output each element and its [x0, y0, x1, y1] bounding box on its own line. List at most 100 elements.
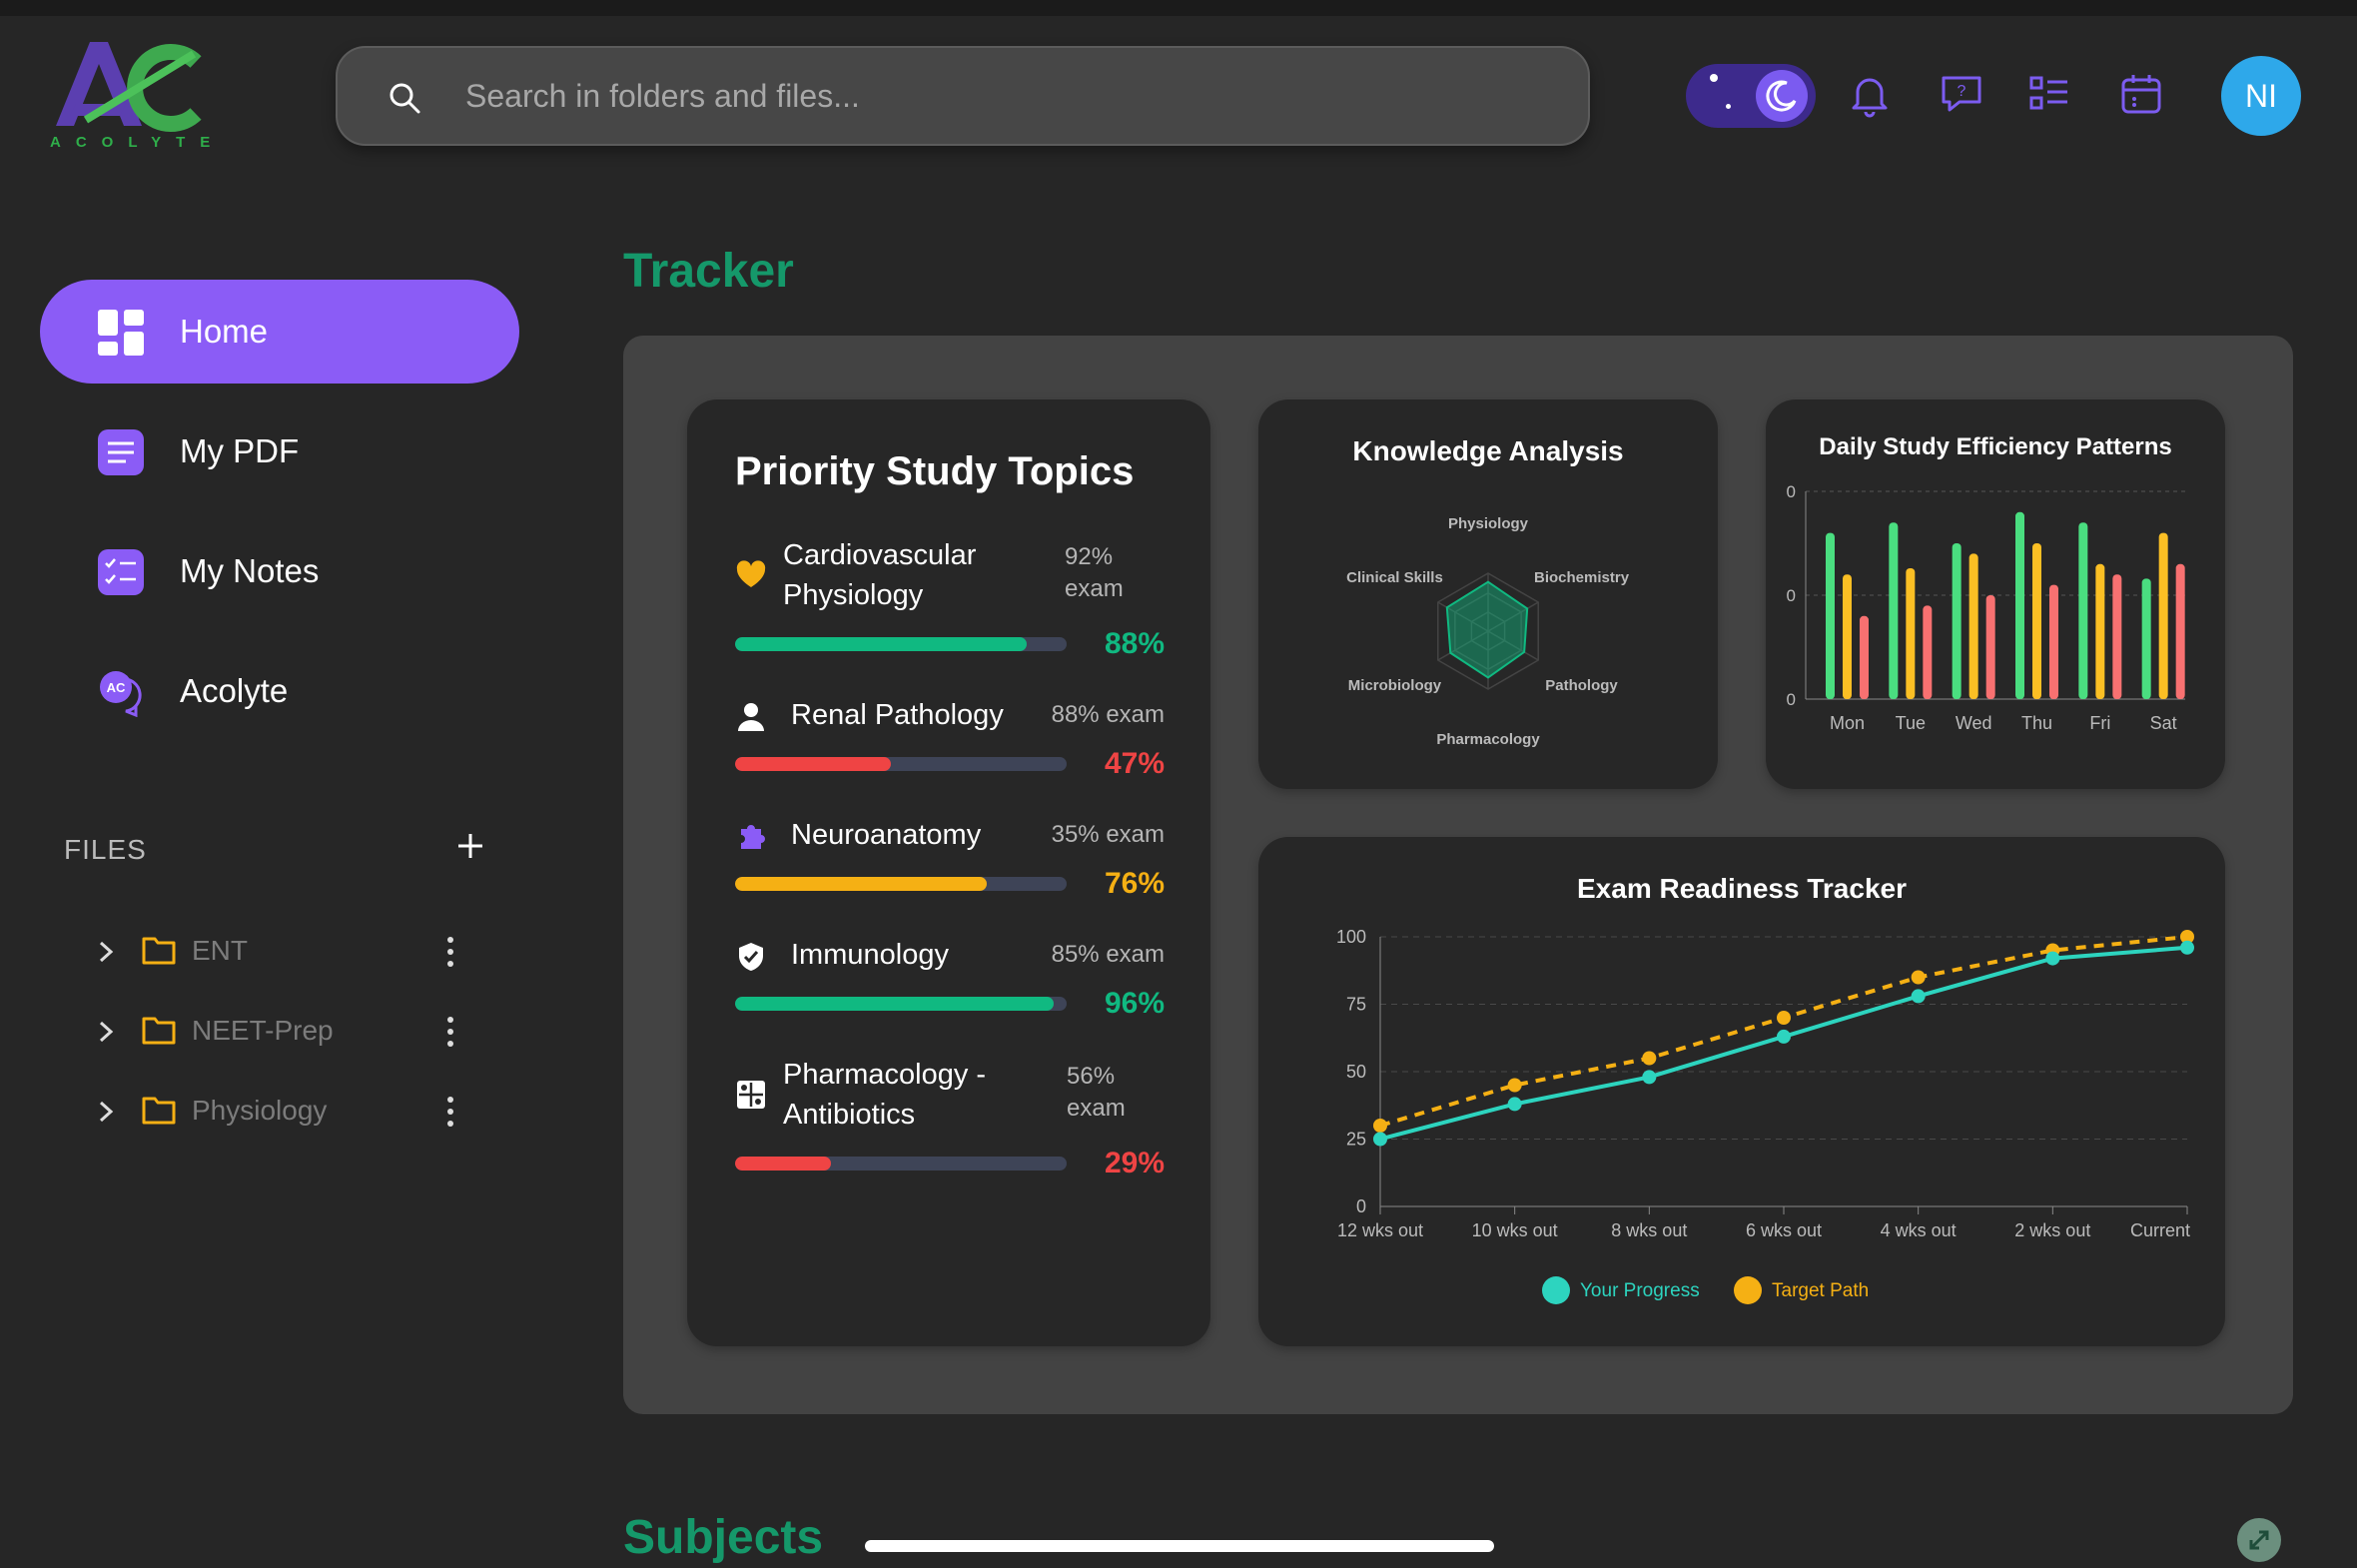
line-x-tick-label: Current — [2130, 1220, 2190, 1240]
bar — [1889, 522, 1899, 699]
expand-icon — [2249, 1530, 2269, 1550]
radar-axis-label: Biochemistry — [1534, 569, 1630, 586]
shield-check-icon — [739, 943, 763, 971]
theme-knob — [1756, 70, 1808, 122]
line-x-tick-label: 4 wks out — [1881, 1220, 1957, 1240]
tracker-title: Tracker — [623, 245, 794, 298]
your-progress-point — [1777, 1029, 1791, 1044]
folder-name: NEET-Prep — [192, 1015, 334, 1046]
daily-efficiency-card: Daily Study Efficiency Patterns 0 0 0 Mon Tu… — [1766, 399, 2225, 789]
help-chat-icon[interactable]: ? — [1938, 70, 1985, 118]
add-file-button[interactable] — [453, 829, 487, 863]
topic-name: Neuroanatomy — [791, 819, 982, 851]
chevron-right-icon[interactable] — [94, 939, 118, 965]
folder-name: Physiology — [192, 1095, 328, 1126]
bar — [2112, 574, 2122, 699]
topic-name: Physiology — [783, 579, 924, 611]
your-progress-point — [1911, 989, 1926, 1004]
target-path-point — [1911, 970, 1926, 985]
user-avatar[interactable]: NI — [2221, 56, 2301, 136]
bar — [2078, 522, 2088, 699]
sidebar-item-home[interactable]: Home — [40, 280, 519, 384]
more-options-icon[interactable] — [445, 935, 455, 969]
bar — [1923, 605, 1933, 699]
expand-button[interactable] — [2237, 1518, 2281, 1562]
target-path-point — [1373, 1119, 1387, 1133]
progress-fill — [735, 997, 1054, 1011]
topic-row[interactable]: Immunology 85% exam 96% — [735, 935, 1165, 1025]
search-bar[interactable] — [336, 46, 1590, 146]
sidebar-item-my-notes[interactable]: My Notes — [40, 519, 519, 623]
folder-neet-prep[interactable]: NEET-Prep — [90, 1005, 489, 1061]
theme-toggle[interactable] — [1686, 64, 1816, 128]
search-input[interactable] — [465, 70, 1544, 122]
bar — [2158, 532, 2168, 699]
bar-category-label: Wed — [1956, 713, 1992, 733]
topic-progress-percent: 47% — [1104, 747, 1165, 780]
puzzle-icon — [741, 825, 765, 849]
topic-name: Antibiotics — [783, 1099, 916, 1131]
topic-exam-weight: 88% exam — [1051, 701, 1165, 728]
svg-text:AC: AC — [107, 680, 126, 695]
line-y-tick-label: 50 — [1346, 1062, 1366, 1082]
bar-category-label: Thu — [2021, 713, 2052, 733]
chevron-right-icon[interactable] — [94, 1019, 118, 1045]
bar-y-tick-label: 0 — [1787, 690, 1796, 709]
more-options-icon[interactable] — [445, 1015, 455, 1049]
sidebar-item-label: Home — [180, 313, 269, 350]
radar-spoke — [1437, 630, 1489, 661]
home-indicator[interactable] — [865, 1540, 1494, 1552]
topic-name: Cardiovascular — [783, 539, 977, 571]
topic-row[interactable]: Neuroanatomy 35% exam 76% — [735, 815, 1165, 905]
document-icon — [98, 429, 144, 475]
bar — [1860, 615, 1869, 699]
folder-physiology[interactable]: Physiology — [90, 1085, 489, 1141]
topic-row[interactable]: Cardiovascular Physiology 92% exam 88% — [735, 535, 1165, 665]
topic-exam-weight: 92% — [1065, 543, 1114, 570]
topic-exam-weight: 56% — [1067, 1063, 1116, 1090]
line-x-tick-label: 12 wks out — [1337, 1220, 1423, 1240]
line-y-tick-label: 75 — [1346, 995, 1366, 1015]
progress-bar — [735, 757, 1067, 771]
line-x-tick-label: 10 wks out — [1472, 1220, 1558, 1240]
person-icon — [738, 703, 764, 731]
legend-label: Target Path — [1772, 1280, 1869, 1301]
chevron-right-icon[interactable] — [94, 1099, 118, 1125]
daily-efficiency-bar-chart: 0 0 0 Mon Tue Wed Thu Fri Sat — [1787, 482, 2185, 733]
folder-ent[interactable]: ENT — [90, 925, 489, 981]
bar — [2032, 543, 2041, 699]
topic-row[interactable]: Pharmacology - Antibiotics 56% exam 29% — [735, 1055, 1165, 1184]
priority-topics-title: Priority Study Topics — [735, 449, 1135, 493]
progress-fill — [735, 637, 1028, 651]
bar — [2015, 511, 2024, 699]
subjects-title: Subjects — [623, 1511, 824, 1564]
knowledge-analysis-title: Knowledge Analysis — [1352, 435, 1624, 466]
topic-exam-weight: 35% exam — [1051, 821, 1165, 848]
your-progress-point — [1642, 1070, 1657, 1085]
legend-swatch — [1734, 1276, 1762, 1304]
top-strip — [0, 0, 2357, 16]
dashboard-icon — [98, 310, 144, 356]
daily-efficiency-title: Daily Study Efficiency Patterns — [1819, 433, 2172, 460]
svg-text:?: ? — [1958, 83, 1966, 100]
more-options-icon[interactable] — [445, 1095, 455, 1129]
radar-axis-label: Physiology — [1448, 515, 1529, 532]
task-list-icon[interactable] — [2025, 70, 2073, 118]
chat-bot-icon: AC — [100, 671, 142, 717]
search-icon — [390, 83, 420, 114]
tracker-panel: Priority Study Topics Cardiovascular Phy… — [623, 336, 2293, 1414]
sidebar-item-my-pdf[interactable]: My PDF — [40, 399, 519, 503]
your-progress-point — [2180, 940, 2194, 955]
bar-y-tick-label: 0 — [1787, 482, 1796, 501]
bar — [2095, 563, 2105, 699]
topic-row[interactable]: Renal Pathology 88% exam 47% — [735, 695, 1165, 785]
acolyte-logo[interactable]: ACOLYTE — [46, 34, 216, 154]
sidebar-item-label: My PDF — [180, 432, 300, 469]
calendar-icon[interactable] — [2117, 70, 2165, 118]
bar — [1968, 553, 1978, 699]
legend-swatch — [1542, 1276, 1570, 1304]
topic-name: Immunology — [791, 939, 949, 971]
bell-icon[interactable] — [1846, 70, 1894, 118]
topic-exam-weight: exam — [1067, 1095, 1126, 1122]
sidebar-item-acolyte[interactable]: AC Acolyte — [40, 639, 519, 743]
